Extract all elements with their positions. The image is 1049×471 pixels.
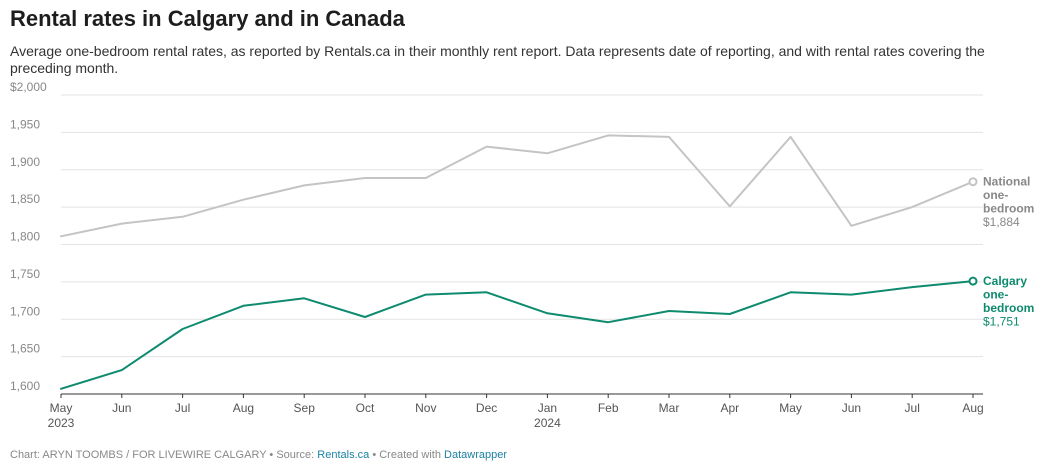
y-tick-label: 1,850 <box>10 192 40 206</box>
calgary-end-value-label: $1,751 <box>983 315 1020 329</box>
footer-source-prefix: Source: <box>276 449 318 461</box>
calgary-series-label: Calgary <box>983 274 1027 288</box>
x-tick-label: Jun <box>842 401 861 415</box>
x-tick-label: May <box>779 401 802 415</box>
y-tick-label: 1,950 <box>10 117 40 131</box>
footer-chart-credit: ARYN TOOMBS / FOR LIVEWIRE CALGARY <box>42 449 267 461</box>
y-tick-label: 1,650 <box>10 342 40 356</box>
calgary-series-line <box>60 280 974 390</box>
chart-footer: Chart: ARYN TOOMBS / FOR LIVEWIRE CALGAR… <box>10 449 507 461</box>
national-series-label: bedroom <box>983 202 1034 216</box>
gridlines <box>61 94 983 395</box>
x-tick-year-label: 2023 <box>48 416 75 430</box>
footer-created-prefix: Created with <box>379 449 445 461</box>
x-tick-label: May <box>50 401 73 415</box>
national-series-line <box>60 134 974 238</box>
national-series-label: one- <box>983 188 1008 202</box>
y-tick-label: 1,600 <box>10 379 40 393</box>
x-tick-label: Jul <box>175 401 190 415</box>
x-tick-label: Dec <box>476 401 497 415</box>
calgary-end-marker <box>968 276 978 286</box>
footer-separator: • <box>369 449 380 461</box>
footer-separator: • <box>266 449 277 461</box>
x-tick-label: Sep <box>294 401 316 415</box>
x-tick-label: Jul <box>905 401 920 415</box>
footer-chart-prefix: Chart: <box>10 449 43 461</box>
datawrapper-link[interactable]: Datawrapper <box>444 449 508 461</box>
series <box>60 134 978 390</box>
chart-subtitle: Average one-bedroom rental rates, as rep… <box>10 43 985 76</box>
national-end-marker <box>968 177 978 187</box>
x-tick-label: Aug <box>233 401 254 415</box>
calgary-series-label: bedroom <box>983 301 1034 315</box>
chart-title: Rental rates in Calgary and in Canada <box>10 6 405 31</box>
y-tick-label: 1,750 <box>10 267 40 281</box>
x-tick-label: Jan <box>538 401 557 415</box>
x-tick-label: Oct <box>356 401 375 415</box>
series-labels: Nationalone-bedroom$1,884Calgaryone-bedr… <box>983 175 1034 329</box>
x-tick-label: Feb <box>598 401 619 415</box>
y-tick-label: 1,800 <box>10 230 40 244</box>
national-series-label: National <box>983 175 1030 189</box>
x-tick-year-label: 2024 <box>534 416 561 430</box>
x-tick-label: Mar <box>659 401 680 415</box>
source-link[interactable]: Rentals.ca <box>317 449 370 461</box>
calgary-series-label: one- <box>983 288 1008 302</box>
y-tick-label: $2,000 <box>10 80 47 94</box>
x-tick-label: Nov <box>415 401 436 415</box>
national-end-value-label: $1,884 <box>983 215 1020 229</box>
x-tick-label: Apr <box>720 401 739 415</box>
x-tick-label: Jun <box>112 401 131 415</box>
y-tick-label: 1,700 <box>10 304 40 318</box>
y-tick-label: 1,900 <box>10 155 40 169</box>
x-tick-label: Aug <box>962 401 983 415</box>
axes: 1,600 1,650 1,700 1,750 1,800 1,850 1,900 1,950… <box>10 80 984 430</box>
